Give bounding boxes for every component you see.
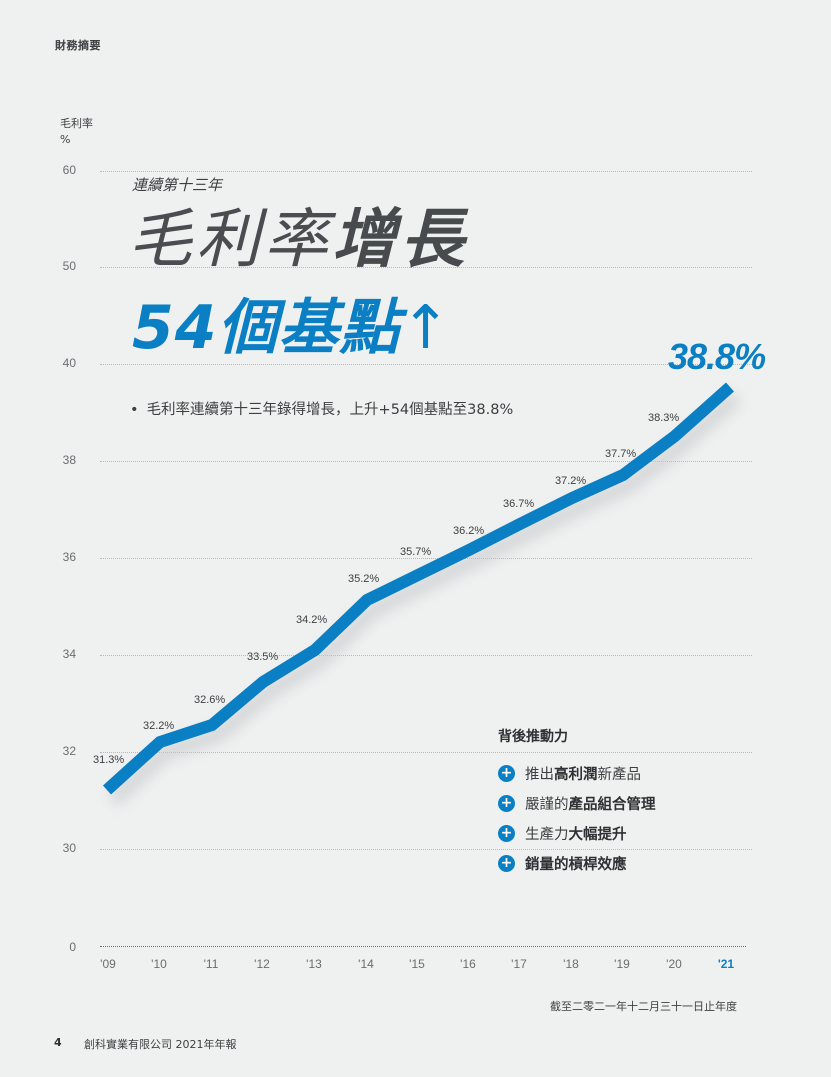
plus-circle-icon: + bbox=[498, 794, 515, 812]
gridline bbox=[100, 752, 752, 753]
data-label: 32.2% bbox=[143, 720, 175, 732]
basis-points-headline: 54個基點↑ bbox=[132, 288, 452, 368]
drivers-title: 背後推動力 bbox=[498, 729, 568, 745]
gridline bbox=[100, 655, 752, 656]
y-tick: 30 bbox=[62, 841, 76, 855]
gridline bbox=[100, 461, 752, 462]
data-label: 37.2% bbox=[555, 475, 587, 487]
gridline bbox=[100, 267, 752, 268]
x-tick-highlight: '21 bbox=[717, 957, 735, 971]
y-tick: 34 bbox=[62, 647, 76, 661]
driver-text-bold: 產品組合管理 bbox=[568, 796, 656, 813]
section-title: 財務摘要 bbox=[55, 39, 101, 52]
driver-text: 生產力 bbox=[525, 826, 569, 843]
summary-bullet-text: 毛利率連續第十三年錄得增長，上升+54個基點至38.8% bbox=[146, 402, 514, 418]
gridline bbox=[100, 558, 752, 559]
x-tick: '16 bbox=[460, 957, 476, 971]
x-tick: '17 bbox=[511, 957, 527, 971]
data-label: 32.6% bbox=[194, 694, 226, 706]
driver-item: + 生產力 大幅提升 bbox=[498, 818, 656, 848]
x-tick: '18 bbox=[563, 957, 579, 971]
y-tick: 40 bbox=[62, 356, 76, 370]
data-label: 34.2% bbox=[296, 614, 328, 626]
period-footnote: 截至二零二一年十二月三十一日止年度 bbox=[550, 1000, 737, 1013]
data-label: 36.7% bbox=[503, 498, 535, 510]
y-tick: 50 bbox=[62, 259, 76, 273]
driver-text: 推出 bbox=[525, 766, 554, 783]
data-label: 35.2% bbox=[348, 573, 380, 585]
x-tick: '20 bbox=[666, 957, 682, 971]
x-tick: '09 bbox=[100, 957, 116, 971]
y-tick: 60 bbox=[62, 163, 76, 177]
y-axis-label: 毛利率 % bbox=[60, 116, 93, 148]
driver-item: + 推出 高利潤 新產品 bbox=[498, 758, 656, 788]
up-arrow-icon: ↑ bbox=[400, 293, 452, 363]
y-axis-label-title: 毛利率 bbox=[60, 117, 93, 130]
x-tick: '10 bbox=[151, 957, 167, 971]
driver-text: 嚴謹的 bbox=[525, 796, 569, 813]
headline-title-bold: 增長 bbox=[332, 203, 468, 277]
data-label: 38.3% bbox=[648, 412, 680, 424]
x-tick: '15 bbox=[409, 957, 425, 971]
plus-circle-icon: + bbox=[498, 764, 515, 782]
data-label: 35.7% bbox=[400, 546, 432, 558]
headline-title-thin: 毛利率 bbox=[128, 203, 332, 277]
x-tick: '14 bbox=[358, 957, 374, 971]
headline-subtitle: 連續第十三年 bbox=[132, 176, 223, 194]
data-label: 33.5% bbox=[247, 651, 279, 663]
y-tick: 0 bbox=[69, 940, 76, 954]
summary-bullet: • 毛利率連續第十三年錄得增長，上升+54個基點至38.8% bbox=[130, 398, 513, 419]
highlight-value: 38.8% bbox=[668, 336, 766, 377]
headline-title: 毛利率增長 bbox=[128, 200, 468, 280]
x-tick: '19 bbox=[614, 957, 630, 971]
driver-text-bold: 高利潤 bbox=[554, 766, 598, 783]
line-shadow bbox=[108, 391, 741, 806]
data-label: 37.7% bbox=[605, 448, 637, 460]
gridline bbox=[100, 171, 752, 172]
x-tick: '12 bbox=[254, 957, 270, 971]
data-label: 31.3% bbox=[93, 754, 125, 766]
gross-margin-line bbox=[102, 382, 734, 795]
y-tick: 38 bbox=[62, 453, 76, 467]
y-tick: 32 bbox=[62, 744, 76, 758]
plus-circle-icon: + bbox=[498, 824, 515, 842]
x-tick: '11 bbox=[203, 957, 219, 971]
drivers-panel: 背後推動力 + 推出 高利潤 新產品 + 嚴謹的 產品組合管理 + 生產力 大幅提升 +… bbox=[498, 726, 656, 878]
x-tick: '13 bbox=[306, 957, 322, 971]
driver-item: + 嚴謹的 產品組合管理 bbox=[498, 788, 656, 818]
publication-name: 創科實業有限公司 2021年年報 bbox=[84, 1038, 237, 1051]
gridline bbox=[100, 364, 752, 365]
basis-points-value: 54個基點 bbox=[132, 293, 401, 363]
page-number: 4 bbox=[54, 1036, 62, 1049]
gridline bbox=[100, 849, 752, 850]
bullet-dot-icon: • bbox=[130, 402, 139, 418]
plus-circle-icon: + bbox=[498, 854, 515, 872]
y-axis-label-unit: % bbox=[60, 133, 71, 146]
driver-text-bold: 大幅提升 bbox=[568, 826, 627, 843]
driver-text: 新產品 bbox=[597, 766, 642, 783]
driver-text-bold: 銷量的槓桿效應 bbox=[525, 856, 627, 873]
x-axis-baseline bbox=[100, 946, 746, 947]
data-label: 36.2% bbox=[453, 525, 485, 537]
driver-item: + 銷量的槓桿效應 bbox=[498, 848, 656, 878]
y-tick: 36 bbox=[62, 550, 76, 564]
